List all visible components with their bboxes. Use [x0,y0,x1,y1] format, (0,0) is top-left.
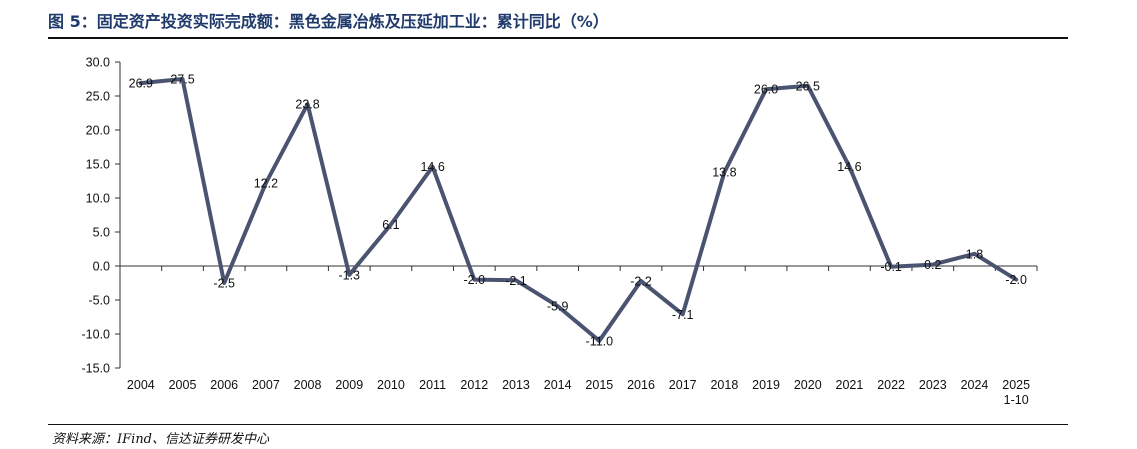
data-label: 13.8 [712,166,736,180]
x-tick-label: 2010 [377,378,405,392]
data-label: -2.2 [630,274,652,288]
x-tick-label: 2011 [419,378,446,392]
footer-divider [48,424,1068,425]
data-label: 26.5 [796,79,820,93]
x-tick-label: 2006 [210,378,238,392]
chart-title: 图 5：固定资产投资实际完成额：黑色金属冶炼及压延加工业：累计同比（%） [48,12,609,31]
data-label: -2.0 [464,273,486,287]
data-label: 14.6 [837,160,861,174]
x-tick-label: 2004 [127,378,155,392]
data-label: 14.6 [420,160,444,174]
data-label: -2.1 [505,274,527,288]
data-label: 1.8 [966,247,983,261]
x-tick-label: 2025 1-10 [1002,378,1030,407]
y-tick-label: -10.0 [82,328,111,342]
x-tick-label: 2013 [502,378,530,392]
data-label: -5.9 [547,300,569,314]
x-tick-label: 2017 [669,378,697,392]
x-tick-label: 2020 [794,378,822,392]
x-tick-label: 2009 [335,378,363,392]
y-tick-label: -5.0 [88,294,110,308]
data-label: 0.2 [924,258,941,272]
title-divider [48,37,1068,39]
axes-layer: 30.0 25.0 20.0 15.0 10.0 5.0 0.0 -5.0 -10.0 -15.0… [82,56,1038,407]
series-layer [138,77,1019,343]
x-tick-label: 2014 [544,378,572,392]
y-tick-label: 10.0 [86,192,110,206]
x-tick-label: 2021 [836,378,864,392]
data-label: 6.1 [382,218,399,232]
y-tick-label: 5.0 [93,226,110,240]
y-tick-label: 15.0 [86,158,110,172]
data-label: -7.1 [672,308,694,322]
data-label: 26.9 [129,77,153,91]
data-label: 26.0 [754,83,778,97]
data-label: -0.1 [880,260,902,274]
x-tick-label: 2023 [919,378,947,392]
data-label: 27.5 [170,73,194,87]
y-tick-label: 30.0 [86,56,110,70]
x-tick-label: 2016 [627,378,655,392]
data-label: 12.2 [254,177,278,191]
y-tick-label: -15.0 [82,362,111,376]
data-label: -2.5 [213,277,235,291]
y-tick-label: 20.0 [86,124,110,138]
x-tick-label: 2008 [294,378,322,392]
x-tick-label: 2005 [169,378,197,392]
data-label: 23.8 [295,98,319,112]
x-tick-label: 2019 [752,378,780,392]
y-tick-label: 0.0 [93,260,110,274]
data-label: -2.0 [1005,273,1027,287]
y-tick-label: 25.0 [86,90,110,104]
data-label-layer: 26.9 27.5 -2.5 12.2 23.8 -1.3 6.1 14.6 -2.0 -2.1 -… [129,73,1027,349]
x-tick-label: 2012 [460,378,488,392]
x-tick-label: 2022 [877,378,905,392]
x-tick-label: 2015 [585,378,613,392]
series-line [138,77,1019,343]
source-note: 资料来源：IFind、信达证券研发中心 [52,432,270,447]
x-tick-label: 2018 [710,378,738,392]
data-label: -1.3 [338,268,360,282]
x-tick-label: 2007 [252,378,280,392]
data-label: -11.0 [586,334,614,348]
x-tick-label: 2024 [961,378,989,392]
